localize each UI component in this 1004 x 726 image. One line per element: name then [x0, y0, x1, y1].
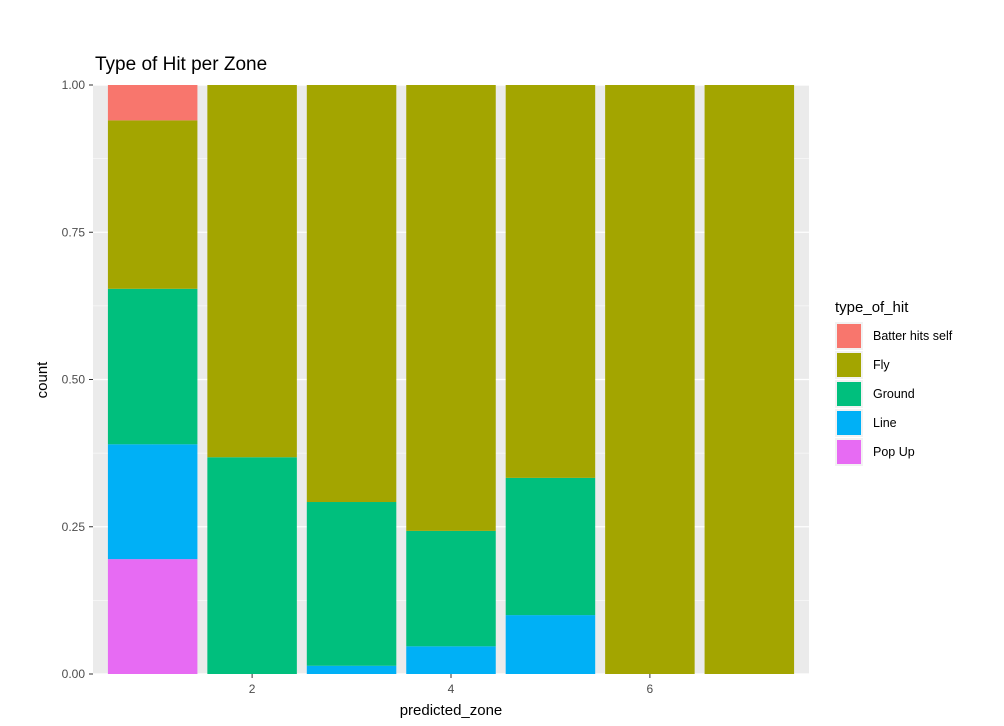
x-tick-labels: 2 4 6 — [249, 674, 654, 696]
bar-fly-zone-6 — [605, 85, 695, 674]
y-tick-label: 1.00 — [62, 78, 86, 92]
x-tick-label: 2 — [249, 682, 256, 696]
bar-ground-zone-4 — [406, 530, 496, 647]
bar-fly-zone-1 — [107, 120, 198, 289]
legend-swatch — [837, 324, 861, 348]
bar-ground-zone-2 — [207, 457, 297, 674]
legend: type_of_hit Batter hits self Fly Ground Lin… — [835, 299, 953, 466]
legend-label: Pop Up — [873, 445, 915, 459]
y-tick-labels: 0.00 0.25 0.50 0.75 1.00 — [62, 78, 93, 681]
y-axis-title: count — [34, 361, 51, 399]
legend-label: Batter hits self — [873, 329, 953, 343]
bar-fly-zone-4 — [406, 85, 496, 531]
bars — [107, 85, 795, 674]
bar-ground-zone-1 — [107, 288, 198, 445]
bar-fly-zone-5 — [505, 85, 596, 478]
bar-fly-zone-3 — [306, 85, 397, 503]
x-axis-title: predicted_zone — [400, 702, 503, 719]
legend-swatch — [837, 353, 861, 377]
x-tick-label: 6 — [647, 682, 654, 696]
y-tick-label: 0.75 — [62, 225, 86, 239]
legend-title: type_of_hit — [835, 299, 909, 316]
bar-fly-zone-2 — [207, 85, 297, 458]
legend-swatch — [837, 440, 861, 464]
legend-label: Ground — [873, 387, 915, 401]
bar-line-zone-5 — [505, 615, 596, 674]
bar-ground-zone-5 — [505, 477, 596, 616]
y-tick-label: 0.25 — [62, 520, 86, 534]
legend-label: Fly — [873, 358, 890, 372]
bar-line-zone-1 — [107, 444, 198, 560]
legend-label: Line — [873, 416, 897, 430]
bar-ground-zone-3 — [306, 502, 397, 666]
bar-line-zone-4 — [406, 646, 496, 674]
chart-title: Type of Hit per Zone — [95, 54, 267, 75]
x-tick-label: 4 — [448, 682, 455, 696]
bar-fly-zone-7 — [704, 85, 795, 674]
y-tick-label: 0.00 — [62, 667, 86, 681]
legend-swatch — [837, 411, 861, 435]
bar-pop-up-zone-1 — [107, 559, 198, 674]
y-tick-label: 0.50 — [62, 373, 86, 387]
bar-line-zone-3 — [306, 665, 397, 674]
bar-batter-hits-self-zone-1 — [107, 85, 198, 121]
legend-swatch — [837, 382, 861, 406]
